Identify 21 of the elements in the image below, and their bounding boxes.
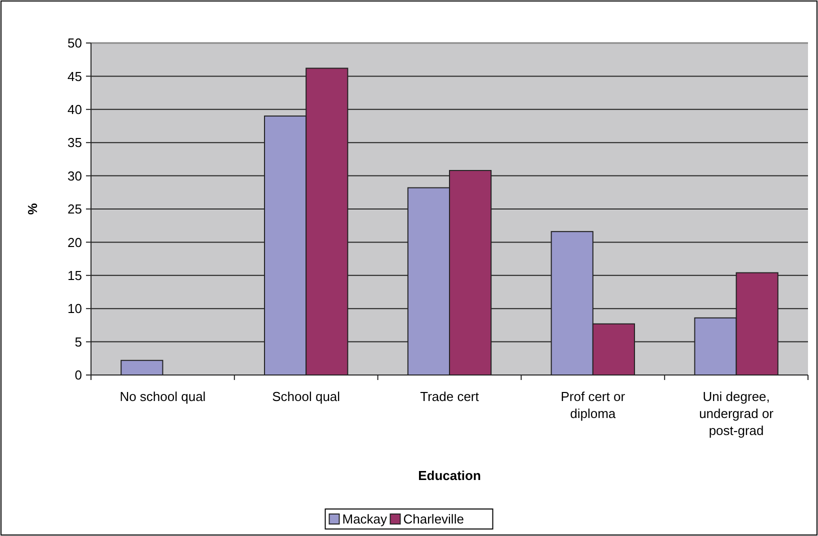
y-tick-label: 25 — [68, 202, 82, 217]
y-tick-label: 5 — [74, 334, 82, 350]
x-tick-label: Prof cert or diploma — [560, 389, 626, 421]
bar — [120, 360, 164, 376]
legend-label: Mackay — [342, 512, 388, 527]
y-tick-label: 35 — [68, 135, 82, 150]
y-tick-label: 45 — [68, 68, 82, 84]
x-tick-label: Trade cert — [420, 389, 480, 404]
x-tick-label: No school qual — [120, 389, 206, 404]
y-axis-title: % — [25, 202, 40, 215]
x-tick-label: School qual — [272, 389, 340, 404]
y-tick-label: 50 — [68, 36, 82, 51]
x-axis-title: Education — [418, 468, 481, 483]
y-tick-label: 20 — [68, 234, 82, 250]
y-tick-label: 40 — [68, 102, 82, 117]
y-tick-label: 15 — [68, 268, 82, 283]
y-tick-label: 10 — [68, 301, 82, 316]
x-tick-label: Uni degree, undergrad or post-grad — [699, 389, 774, 438]
legend-label: Charleville — [403, 512, 464, 527]
y-tick-label: 0 — [74, 368, 82, 383]
y-tick-label: 30 — [68, 168, 82, 184]
